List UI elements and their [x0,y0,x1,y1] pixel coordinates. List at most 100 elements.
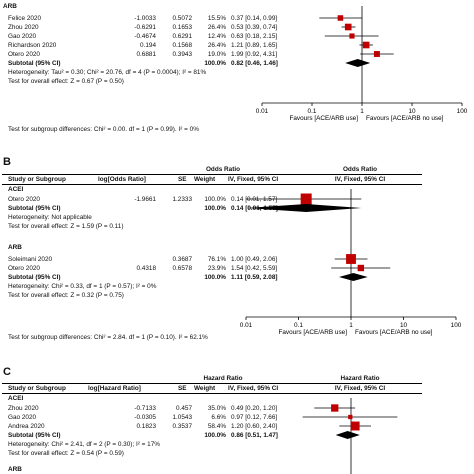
a-x-tick-label: 0.1 [308,108,317,115]
c-or-text: 1.20 [0.60, 2.40] [231,423,278,430]
c-or-text: 0.97 [0.12, 7.66] [231,414,278,421]
b-se-value: 1.2333 [172,196,192,203]
b-plot-col-top: Odds Ratio [342,166,378,173]
a-subgroup-arb: ARB [3,3,17,10]
b-log-value: -1.9661 [134,196,156,203]
b-subtotal-diamond [338,273,368,281]
b-weight-col: Weight [194,176,216,183]
b-heterogeneity: Heterogeneity: Chi² = 0.33, df = 1 (P = … [8,283,157,290]
b-favours-right: Favours [ACE/ARB no use] [355,329,433,336]
b-or-text: 1.00 [0.49, 2.06] [231,256,278,263]
c-study-label: Zhou 2020 [8,405,39,412]
c-study-label: Gao 2020 [8,414,37,421]
a-or-text: 1.99 [0.92, 4.31] [231,51,278,58]
c-study-col: Study or Subgroup [8,385,66,392]
a-x-tick-label: 10 [408,108,416,115]
c-effect-square [350,421,360,431]
b-or-text: 1.54 [0.42, 5.59] [231,265,278,272]
a-heterogeneity: Heterogeneity: Tau² = 0.30; Chi² = 20.76… [8,69,207,76]
b-log-value: 0.4318 [136,265,156,272]
b-header-rule [2,174,422,175]
a-log-value: 0.194 [140,42,156,49]
a-weight-value: 26.4% [207,42,226,49]
b-se-value: 0.3687 [172,256,192,263]
a-favours-left: Favours [ACE/ARB use] [289,115,358,122]
b-subtotal-label: Subtotal (95% CI) [8,274,61,281]
a-log-value: -1.0033 [134,15,156,22]
c-subtotal-diamond [335,431,360,439]
a-weight-value: 15.5% [207,15,226,22]
a-study-label: Otero 2020 [8,51,40,58]
b-x-tick-label: 100 [451,322,462,329]
a-or-text: 0.53 [0.39, 0.74] [231,24,278,31]
c-or-text: 0.49 [0.20, 1.20] [231,405,278,412]
b-weight-value: 100.0% [204,196,226,203]
b-subtotal-label: Subtotal (95% CI) [8,205,61,212]
b-effect-square [346,254,356,264]
b-overall-effect: Test for overall effect: Z = 0.32 (P = 0… [8,292,124,299]
b-subtotal-weight: 100.0% [204,274,226,281]
a-overall-effect: Test for overall effect: Z = 0.67 (P = 0… [8,78,124,85]
b-subtotal-or-text: 1.11 [0.59, 2.08] [231,274,278,281]
b-subtotal-diamond [246,204,362,212]
a-study-label: Richardson 2020 [8,42,57,49]
c-subgroup-arb: ARB [8,466,22,473]
b-x-tick-label: 0.01 [240,322,253,329]
a-subtotal-label: Subtotal (95% CI) [8,60,61,67]
a-favours-right: Favours [ACE/ARB no use] [366,115,444,122]
b-subgroup-acei: ACEI [8,186,24,193]
c-weight-value: 35.0% [207,405,226,412]
b-x-tick-label: 0.1 [294,322,303,329]
a-log-value: 0.6881 [136,51,156,58]
b-x-tick-label: 1 [349,322,353,329]
a-study-label: Gao 2020 [8,33,37,40]
a-subgroup-test: Test for subgroup differences: Chi² = 0.… [8,126,199,133]
c-panel-letter: C [3,366,11,378]
c-effect-square [348,414,353,420]
c-overall-effect: Test for overall effect: Z = 0.54 (P = 0… [8,450,124,457]
b-heterogeneity: Heterogeneity: Not applicable [8,214,92,221]
a-effect-square [344,23,352,31]
c-weight-col: Weight [194,385,216,392]
c-effect-col-sub: IV, Fixed, 95% CI [228,385,279,392]
b-study-label: Otero 2020 [8,265,40,272]
c-subtotal-weight: 100.0% [204,432,226,439]
c-header-rule-2 [2,393,422,394]
b-log-col: log[Odds Ratio] [98,176,146,183]
b-subgroup-arb: ARB [8,244,22,251]
b-subtotal-weight: 100.0% [204,205,226,212]
a-or-text: 0.37 [0.14, 0.99] [231,15,278,22]
c-plot-col-sub: IV, Fixed, 95% CI [334,385,386,392]
b-or-text: 0.14 [0.01, 1.57] [231,196,278,203]
a-subtotal-weight: 100.0% [204,60,226,67]
b-effect-square [300,193,312,205]
a-effect-square [373,51,380,57]
a-study-label: Felice 2020 [8,15,42,22]
b-favours-left: Favours [ACE/ARB use] [278,329,347,336]
b-study-label: Otero 2020 [8,196,40,203]
c-subgroup-acei: ACEI [8,395,24,402]
c-se-value: 1.0543 [172,414,192,421]
a-se-value: 0.3943 [172,51,192,58]
c-log-col: log[Hazard Ratio] [88,385,141,392]
a-effect-square [337,15,344,21]
a-study-label: Zhou 2020 [8,24,39,31]
a-x-tick-label: 100 [457,108,468,115]
c-subtotal-label: Subtotal (95% CI) [8,432,61,439]
a-weight-value: 19.0% [207,51,226,58]
a-or-text: 1.21 [0.89, 1.65] [231,42,278,49]
b-effect-col-sub: IV, Fixed, 95% CI [228,176,279,183]
b-study-col: Study or Subgroup [8,176,66,183]
c-heterogeneity: Heterogeneity: Chi² = 2.41, df = 2 (P = … [8,441,160,448]
a-weight-value: 12.4% [207,33,226,40]
c-log-value: -0.0305 [134,414,156,421]
b-weight-value: 76.1% [207,256,226,263]
c-effect-square [331,404,339,412]
b-weight-value: 23.9% [207,265,226,272]
c-study-label: Andrea 2020 [8,423,45,430]
c-weight-value: 58.4% [207,423,226,430]
b-effect-square [357,264,365,272]
a-effect-square [362,41,370,49]
a-x-tick-label: 0.01 [256,108,269,115]
